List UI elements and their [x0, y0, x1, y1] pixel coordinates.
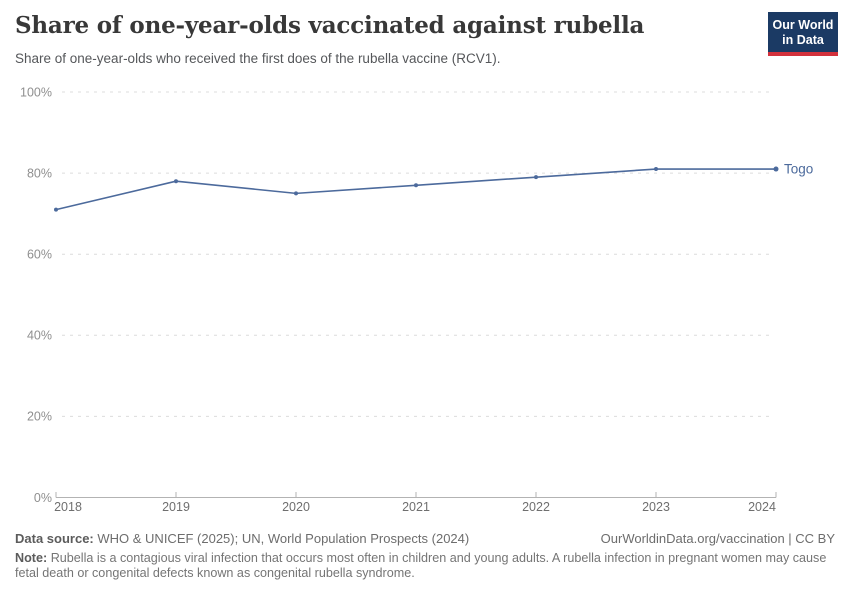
x-axis-tick-label: 2019	[162, 500, 190, 514]
data-point-2024[interactable]	[773, 166, 779, 172]
owid-attribution-link[interactable]: OurWorldinData.org/vaccination | CC BY	[600, 531, 835, 546]
chart-note: Note: Rubella is a contagious viral infe…	[15, 551, 837, 582]
data-point-2019[interactable]	[174, 179, 178, 184]
y-axis-tick-label: 0%	[34, 491, 52, 505]
note-label: Note:	[15, 551, 48, 565]
y-axis-tick-label: 20%	[27, 410, 52, 424]
x-axis-tick-label: 2023	[642, 500, 670, 514]
chart-subtitle: Share of one-year-olds who received the …	[15, 51, 501, 66]
y-axis-tick-label: 100%	[20, 85, 52, 99]
data-source-label: Data source:	[15, 531, 94, 546]
owid-logo-line1: Our World	[772, 18, 834, 32]
data-point-2020[interactable]	[294, 191, 298, 196]
series-label-togo[interactable]: Togo	[784, 162, 813, 177]
owid-logo-line2: in Data	[782, 32, 824, 47]
data-source: Data source: WHO & UNICEF (2025); UN, Wo…	[15, 531, 469, 546]
data-source-text: WHO & UNICEF (2025); UN, World Populatio…	[97, 531, 470, 546]
data-point-2021[interactable]	[414, 183, 418, 188]
data-point-2023[interactable]	[654, 167, 658, 172]
data-point-2022[interactable]	[534, 175, 538, 180]
data-point-2018[interactable]	[54, 207, 58, 212]
y-axis-tick-label: 80%	[27, 166, 52, 180]
x-axis-tick-label: 2022	[522, 500, 550, 514]
note-text: Rubella is a contagious viral infection …	[15, 551, 827, 581]
y-axis-tick-label: 40%	[27, 329, 52, 343]
owid-logo[interactable]: Our World in Data	[768, 12, 838, 56]
series-line-togo[interactable]	[55, 168, 776, 211]
x-axis-tick-label: 2020	[282, 500, 310, 514]
x-axis-tick-label: 2018	[54, 500, 82, 514]
page-title: Share of one-year-olds vaccinated agains…	[15, 12, 645, 39]
x-axis-tick-label: 2021	[402, 500, 430, 514]
y-axis-tick-label: 60%	[27, 248, 52, 262]
x-axis-tick-label: 2024	[748, 500, 776, 514]
line-chart[interactable]: 0% 20% 40% 60% 80% 100% 2018 2019 2020 2021 2022 20…	[0, 80, 850, 530]
